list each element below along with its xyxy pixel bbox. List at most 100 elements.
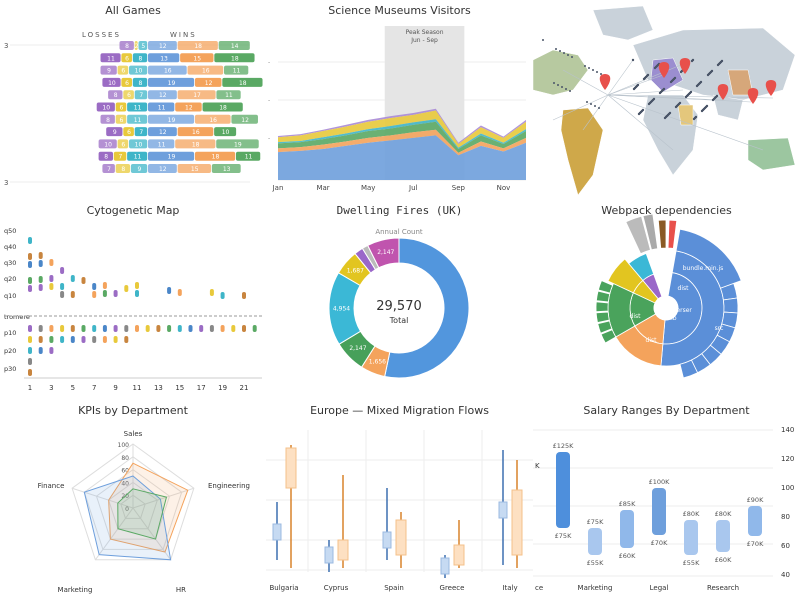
map-marker-icon[interactable] bbox=[658, 62, 670, 78]
bar-label: 13 bbox=[223, 166, 231, 173]
x-tick-label: Jan bbox=[272, 184, 284, 192]
bar-segment bbox=[121, 53, 132, 63]
bar-segment bbox=[106, 127, 123, 137]
band-mark bbox=[102, 336, 107, 343]
bar-label: 19 bbox=[168, 117, 176, 124]
bar-label: 13 bbox=[160, 55, 168, 62]
x-tick-label: 17 bbox=[197, 384, 206, 392]
map-marker-icon[interactable] bbox=[679, 58, 691, 74]
radar-grid bbox=[108, 481, 158, 530]
x-tick-label: May bbox=[361, 184, 375, 192]
marker-pin bbox=[765, 80, 777, 96]
sunburst-segment bbox=[597, 280, 614, 294]
bar-segment bbox=[235, 151, 261, 161]
city-dot bbox=[567, 54, 569, 56]
city-dot bbox=[588, 67, 590, 69]
y-tick-label: q20 bbox=[4, 275, 16, 283]
bar-label: 2 bbox=[135, 43, 139, 50]
bar-low-label: £60K bbox=[715, 556, 732, 564]
bar-segment bbox=[138, 41, 148, 50]
bar-high-label: £100K bbox=[649, 478, 671, 486]
y-tick-label: q10 bbox=[4, 292, 16, 300]
bar-label: 6 bbox=[121, 141, 125, 148]
bar-segment bbox=[218, 41, 250, 50]
area-series bbox=[278, 108, 526, 145]
bar-label: 12 bbox=[159, 43, 167, 50]
box bbox=[382, 531, 392, 549]
band-mark bbox=[102, 290, 107, 297]
city-dot bbox=[563, 52, 565, 54]
band-mark bbox=[28, 237, 32, 244]
city-dot bbox=[542, 39, 544, 41]
bar-label: 18 bbox=[231, 55, 239, 62]
slice-label: 1,656 bbox=[369, 358, 386, 365]
city-dot bbox=[565, 88, 567, 90]
bar-label: 6 bbox=[125, 55, 129, 62]
band-mark bbox=[92, 325, 97, 332]
box bbox=[395, 519, 407, 556]
map-marker-icon[interactable] bbox=[765, 80, 777, 96]
world-map[interactable] bbox=[533, 0, 800, 200]
bar-label: 6 bbox=[119, 117, 123, 124]
center-value: 29,570 bbox=[376, 299, 422, 314]
route-line bbox=[607, 94, 752, 103]
bar-segment bbox=[148, 53, 180, 63]
bar-label: 11 bbox=[158, 141, 166, 148]
kpis-title: KPIs by Department bbox=[78, 404, 188, 417]
bar-label: 9 bbox=[113, 129, 117, 136]
webpack-panel: Webpack dependencies dist lib terser dist di… bbox=[533, 200, 800, 400]
band-mark bbox=[135, 325, 139, 332]
city-dot bbox=[584, 65, 586, 67]
bar-segment bbox=[98, 139, 117, 149]
radar-grid bbox=[71, 443, 195, 561]
radar-grid bbox=[95, 468, 171, 540]
sunburst-segment bbox=[657, 219, 667, 249]
salary-bar bbox=[588, 528, 602, 555]
bar-label: 6 bbox=[125, 80, 129, 87]
bar-segment bbox=[222, 77, 263, 87]
city-dot bbox=[637, 112, 641, 116]
map-marker-icon[interactable] bbox=[747, 88, 759, 104]
map-marker-icon[interactable] bbox=[717, 84, 729, 100]
y-tick-label: 100 bbox=[781, 484, 794, 492]
x-tick-label: 15 bbox=[175, 384, 184, 392]
city-dot bbox=[706, 73, 710, 77]
band-mark bbox=[102, 282, 107, 289]
bar-segment bbox=[113, 151, 127, 161]
marker-pin bbox=[679, 58, 691, 74]
x-tick-label: Sep bbox=[452, 184, 466, 192]
city-dot bbox=[658, 91, 662, 95]
bar-segment bbox=[148, 41, 177, 50]
bar-label: 12 bbox=[205, 80, 213, 87]
band-mark bbox=[220, 292, 225, 299]
x-tick-label: Marketing bbox=[578, 584, 613, 592]
box bbox=[285, 447, 297, 489]
y-tick-label: tromere bbox=[4, 313, 30, 321]
band-mark bbox=[49, 275, 54, 282]
band-mark bbox=[49, 347, 54, 354]
route-line bbox=[607, 94, 764, 151]
sunburst-segment bbox=[600, 329, 617, 344]
bar-label: 18 bbox=[239, 80, 247, 87]
bar-segment bbox=[134, 41, 138, 50]
bar-segment bbox=[148, 90, 177, 100]
bar-label: 7 bbox=[139, 92, 143, 99]
city-dot bbox=[553, 82, 555, 84]
bar-label: 8 bbox=[138, 80, 142, 87]
radar-axis bbox=[94, 507, 134, 561]
radar-axis-label: Finance bbox=[38, 482, 65, 490]
all-games-title: All Games bbox=[105, 4, 161, 17]
band-mark bbox=[70, 291, 75, 298]
bar-label: 11 bbox=[134, 154, 142, 161]
bar-label: 11 bbox=[107, 55, 115, 62]
slice-label: 4,954 bbox=[333, 305, 350, 312]
bar-segment bbox=[194, 77, 222, 87]
radar-tick: 0 bbox=[125, 506, 129, 513]
bar-label: 18 bbox=[192, 141, 200, 148]
y-tick-label: 40 bbox=[781, 571, 790, 579]
dwelling-fires-panel: Dwelling Fires (UK) Annual Count 1,656 2,1… bbox=[266, 200, 533, 400]
sunburst-segment bbox=[667, 219, 678, 249]
band-mark bbox=[124, 285, 129, 292]
map-marker-icon[interactable] bbox=[599, 74, 611, 90]
